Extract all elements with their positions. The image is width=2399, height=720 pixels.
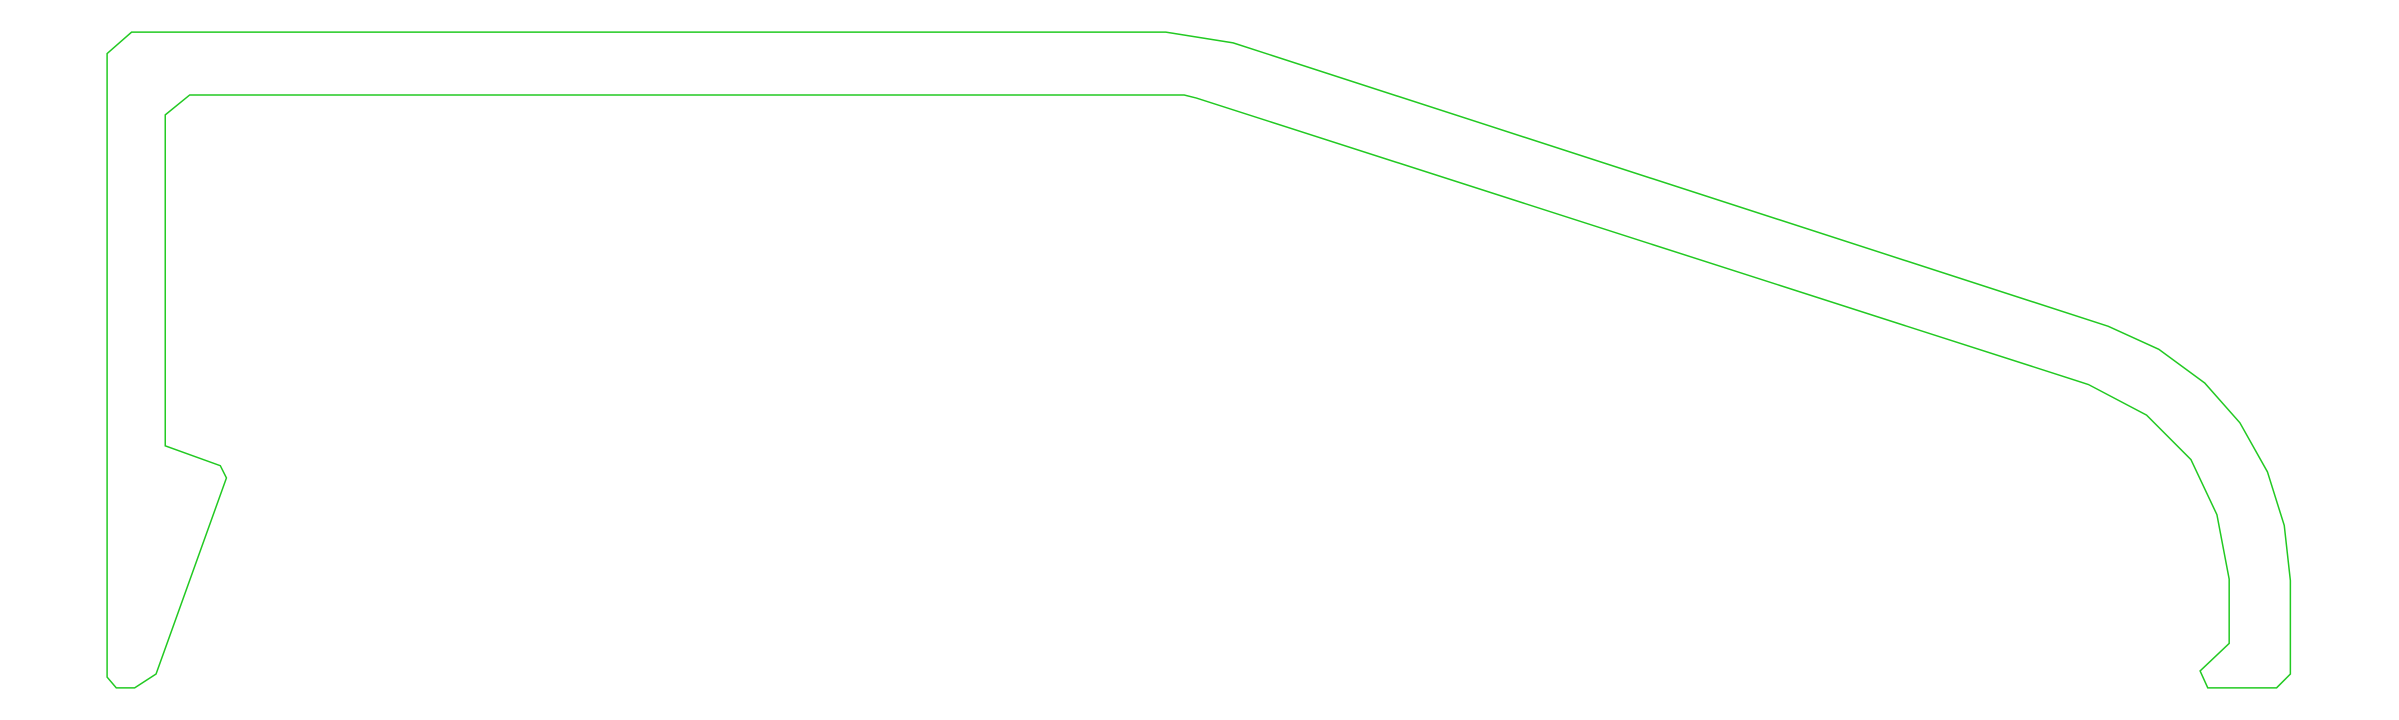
- profile-outline: [107, 32, 2290, 688]
